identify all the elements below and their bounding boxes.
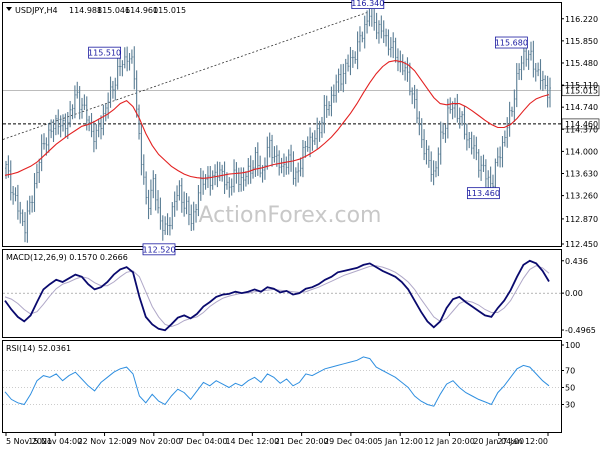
macd-y-label: -0.4965 (565, 326, 596, 335)
x-tick-label: 27 Jan 12:00 (497, 437, 548, 446)
price-annotation-box (466, 187, 500, 200)
price-annotation-label: 112.520 (142, 245, 175, 254)
rsi-panel-title: RSI(14) 52.0361 (6, 344, 71, 353)
level-label-box (561, 85, 600, 97)
price-annotation-box (88, 46, 121, 59)
rsi-y-label: 0 (565, 426, 570, 435)
price-y-label: 112.870 (565, 215, 598, 224)
price-y-label: 115.850 (565, 37, 598, 46)
price-annotation-label: 113.460 (467, 189, 500, 198)
macd-layer: 0.436 0.00 -0.4965 (3, 257, 596, 335)
x-tick-label: 15 Nov 04:00 (28, 437, 82, 446)
x-tick-label: 5 Jan 12:00 (377, 437, 423, 446)
macd-y-label: 0.436 (565, 257, 588, 266)
x-tick-label: 12 Jan 20:00 (424, 437, 475, 446)
x-tick-label: 5 Nov 2021 (6, 437, 52, 446)
macd-y-label: 0.00 (565, 289, 583, 298)
price-annotation-label: 115.680 (495, 39, 528, 48)
price-y-label: 113.630 (565, 169, 598, 178)
level-label: 114.460 (565, 120, 598, 129)
x-tick-label: 29 Nov 20:00 (127, 437, 181, 446)
quote-close: 115.015 (153, 6, 186, 15)
trendline (2, 11, 370, 140)
price-annotation-box (351, 0, 385, 9)
price-annotation-label: 116.340 (351, 0, 384, 8)
price-y-label: 115.480 (565, 59, 598, 68)
rsi-line (4, 356, 550, 407)
x-tick-label: 7 Dec 04:00 (179, 437, 228, 446)
price-annotation-label: 115.510 (88, 49, 121, 58)
x-tick-label: 21 Dec 20:00 (275, 437, 329, 446)
rsi-y-label: 50 (565, 384, 575, 393)
watermark: ActionForex.com (199, 203, 382, 228)
rsi-y-label: 30 (565, 401, 575, 410)
macd-line (4, 259, 550, 332)
quote-high: 115.046 (97, 6, 130, 15)
price-panel-title: USDJPY,H4 (15, 6, 58, 15)
rsi-y-label: 100 (565, 341, 580, 350)
price-y-label: 112.450 (565, 240, 598, 249)
rsi-layer: 100 70 50 30 0 (3, 341, 580, 435)
quote-open: 114.988 (69, 6, 102, 15)
x-tick-label: 14 Dec 12:00 (225, 437, 279, 446)
quote-low: 114.960 (125, 6, 158, 15)
x-tick-label: 29 Dec 04:00 (324, 437, 378, 446)
price-annotation-box (494, 36, 528, 49)
price-y-label: 114.740 (565, 103, 598, 112)
x-tick-label: 20 Jan 04:00 (473, 437, 524, 446)
rsi-y-label: 70 (565, 367, 575, 376)
level-label: 115.015 (565, 87, 598, 96)
price-panel-frame (2, 2, 562, 247)
price-y-label: 114.370 (565, 125, 598, 134)
price-layer: 114.460 115.015 116.340 115.680 115.510 113.4… (2, 0, 600, 256)
macd-panel-title: MACD(12,26,9) 0.1570 0.2666 (6, 253, 128, 262)
price-y-label: 115.110 (565, 81, 598, 90)
collapse-triangle-icon[interactable] (6, 7, 12, 11)
level-label-box (561, 118, 600, 130)
price-annotation-box (142, 243, 176, 256)
price-y-label: 116.220 (565, 15, 598, 24)
price-y-label: 113.260 (565, 192, 598, 201)
rsi-panel-frame (2, 340, 562, 433)
x-tick-label: 22 Nov 12:00 (78, 437, 132, 446)
moving-average-line (4, 60, 550, 179)
price-y-label: 114.000 (565, 147, 598, 156)
